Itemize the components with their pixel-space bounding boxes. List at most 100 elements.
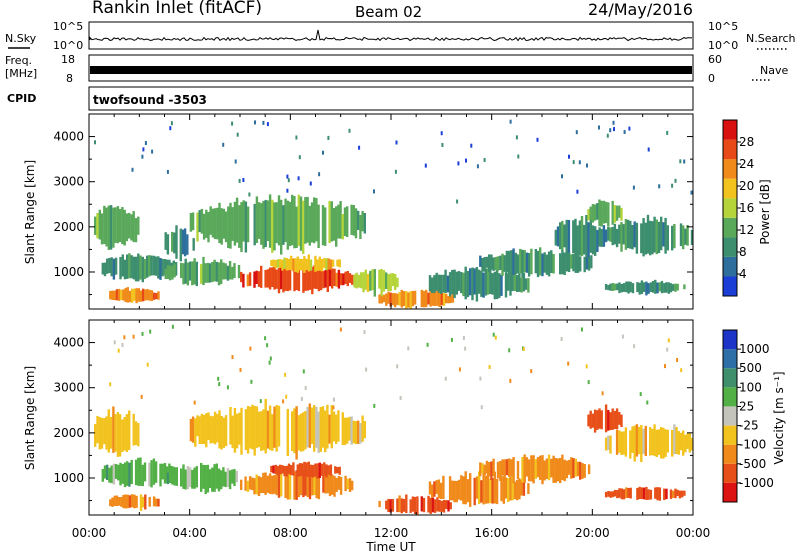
heatmap-cell	[235, 197, 239, 243]
heatmap-cell	[146, 289, 149, 301]
heatmap-cell	[451, 480, 454, 501]
colorbar-segment	[723, 120, 737, 140]
heatmap-cell	[144, 494, 147, 510]
heatmap-cell	[431, 484, 434, 498]
heatmap-cell	[509, 476, 512, 501]
heatmap-cell	[511, 273, 514, 292]
heatmap-cell	[433, 499, 437, 513]
heatmap-cell	[238, 412, 241, 445]
heatmap-cell	[118, 208, 122, 242]
heatmap-cell	[163, 259, 167, 276]
heatmap-cell	[304, 474, 307, 496]
heatmap-cell	[150, 460, 153, 488]
heatmap-cell	[216, 413, 219, 443]
heatmap-cell	[319, 407, 322, 452]
heatmap-cell	[512, 248, 515, 275]
heatmap-cell	[382, 294, 386, 303]
heatmap-cell	[656, 282, 659, 294]
heatmap-cell	[205, 209, 208, 238]
heatmap-cell	[618, 488, 621, 498]
heatmap-cell	[284, 469, 287, 498]
heatmap-cell	[585, 215, 588, 258]
heatmap-cell	[525, 252, 529, 273]
heatmap-cell	[436, 291, 439, 306]
heatmap-cell	[495, 479, 499, 505]
colorbar-segment	[723, 237, 737, 257]
heatmap-speckle	[517, 154, 520, 159]
heatmap-cell	[380, 269, 383, 297]
heatmap-cell	[382, 270, 386, 292]
heatmap-cell	[604, 229, 608, 243]
heatmap-cell	[291, 194, 294, 246]
heatmap-cell	[627, 488, 630, 498]
heatmap-cell	[624, 427, 628, 457]
heatmap-speckle	[483, 158, 486, 162]
heatmap-speckle	[458, 367, 461, 372]
heatmap-speckle	[298, 155, 301, 160]
heatmap-cell	[325, 464, 328, 478]
heatmap-speckle	[262, 120, 265, 125]
heatmap-cell	[115, 495, 119, 507]
heatmap-cell	[101, 262, 104, 275]
heatmap-cell	[627, 281, 630, 294]
heatmap-cell	[572, 458, 575, 478]
heatmap-cell	[288, 472, 292, 500]
heatmap-cell	[607, 410, 610, 431]
heatmap-cell	[491, 273, 494, 295]
heatmap-cell	[525, 457, 529, 477]
heatmap-cell	[385, 500, 388, 510]
heatmap-cell	[233, 263, 236, 278]
heatmap-cell	[447, 296, 450, 304]
heatmap-cell	[655, 219, 658, 255]
heatmap-cell	[328, 267, 332, 287]
heatmap-cell	[576, 225, 579, 256]
heatmap-cell	[629, 220, 632, 249]
heatmap-cell	[607, 435, 610, 451]
heatmap-cell	[240, 202, 243, 253]
heatmap-cell	[116, 412, 120, 457]
heatmap-cell	[673, 224, 676, 249]
heatmap-speckle	[407, 346, 410, 351]
heatmap-cell	[110, 465, 113, 484]
heatmap-cell	[332, 208, 336, 241]
heatmap-cell	[192, 238, 195, 251]
heatmap-cell	[455, 481, 458, 503]
heatmap-cell	[594, 226, 597, 256]
heatmap-speckle	[476, 164, 479, 169]
heatmap-cell	[166, 234, 170, 255]
heatmap-cell	[589, 206, 592, 221]
heatmap-cell	[323, 462, 326, 476]
heatmap-cell	[671, 430, 674, 457]
heatmap-cell	[616, 490, 619, 499]
heatmap-cell	[262, 409, 265, 451]
heatmap-cell	[150, 255, 153, 276]
heatmap-speckle	[170, 121, 173, 126]
heatmap-speckle	[132, 334, 135, 339]
heatmap-cell	[581, 463, 584, 479]
heatmap-cell	[211, 262, 214, 283]
heatmap-cell	[420, 496, 423, 512]
heatmap-cell	[662, 427, 665, 459]
heatmap-cell	[148, 497, 151, 507]
heatmap-cell	[268, 194, 272, 248]
heatmap-cell	[282, 268, 285, 293]
heatmap-cell	[516, 274, 519, 292]
heatmap-cell	[329, 464, 333, 476]
heatmap-cell	[264, 398, 267, 454]
heatmap-cell	[142, 288, 145, 302]
heatmap-cell	[152, 292, 156, 300]
heatmap-cell	[279, 259, 282, 268]
heatmap-cell	[302, 264, 305, 293]
heatmap-cell	[298, 463, 302, 477]
heatmap-cell	[676, 283, 679, 291]
heatmap-cell	[255, 406, 259, 448]
heatmap-cell	[556, 458, 560, 482]
heatmap-cell	[389, 292, 392, 307]
heatmap-cell	[591, 204, 595, 223]
heatmap-cell	[204, 465, 207, 494]
heatmap-cell	[357, 274, 361, 288]
heatmap-cell	[114, 414, 117, 452]
heatmap-cell	[215, 463, 218, 489]
heatmap-cell	[433, 275, 436, 293]
heatmap-cell	[335, 206, 338, 247]
